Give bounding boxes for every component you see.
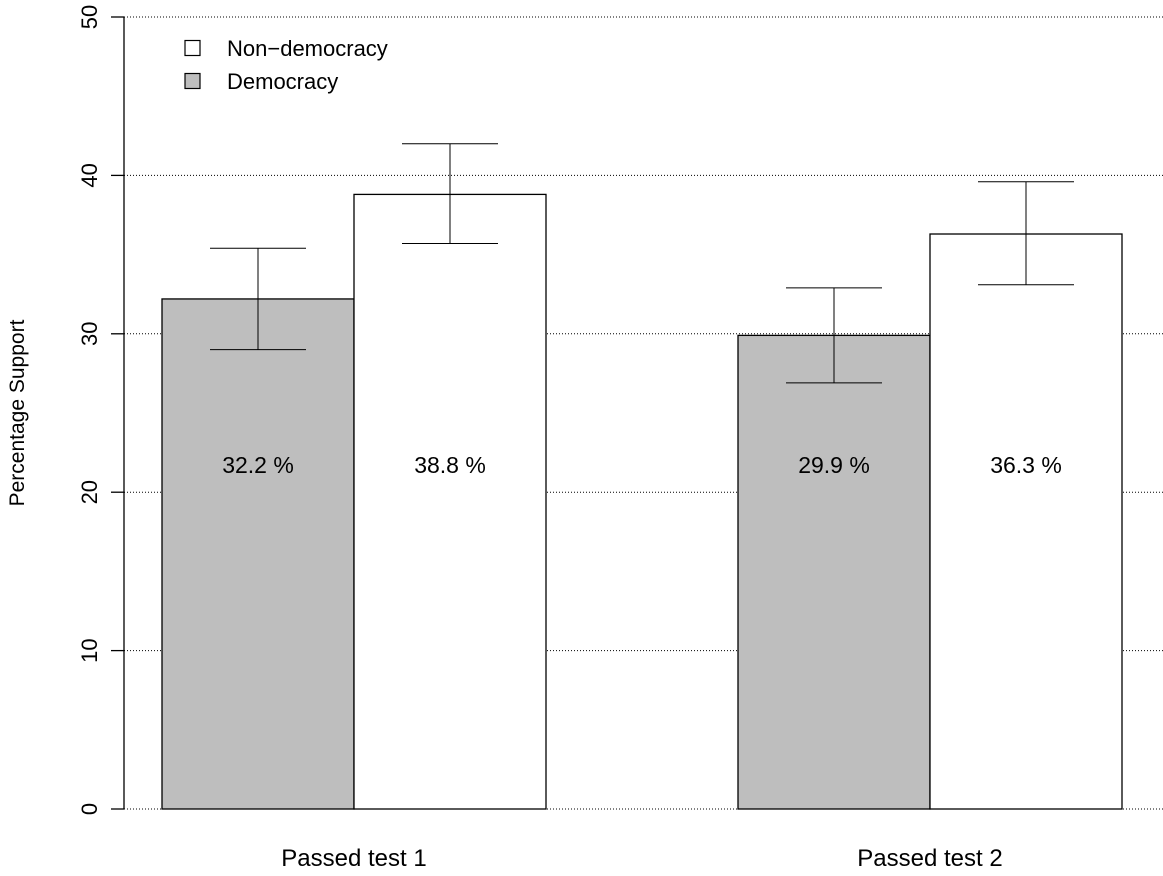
- legend-label: Democracy: [227, 69, 338, 94]
- y-axis: 0 10 20 30 40 50: [77, 5, 125, 815]
- bar: [353, 193, 547, 810]
- data-label: 36.3 %: [990, 452, 1062, 478]
- x-tick-label: Passed test 1: [281, 845, 426, 871]
- bar: [161, 298, 355, 810]
- y-axis-label: Percentage Support: [6, 319, 29, 506]
- x-tick-label: Passed test 2: [857, 845, 1002, 871]
- bar: [929, 233, 1123, 810]
- labels: 32.2 % 38.8 % Passed test 1 29.9 % 36.3 % Pas…: [222, 452, 1062, 872]
- error-bars: [210, 143, 1074, 384]
- y-tick-label: 50: [77, 5, 102, 29]
- data-label: 38.8 %: [414, 452, 486, 478]
- data-label: 32.2 %: [222, 452, 294, 478]
- bars: [161, 193, 1123, 810]
- y-tick-label: 10: [77, 638, 102, 662]
- y-tick-label: 30: [77, 322, 102, 346]
- legend: Non−democracy Democracy: [184, 36, 388, 94]
- y-tick-label: 0: [77, 803, 102, 815]
- y-tick-label: 40: [77, 163, 102, 187]
- gridlines: [124, 16, 1163, 810]
- data-label: 29.9 %: [798, 452, 870, 478]
- bar: [737, 334, 931, 810]
- legend-swatch: [184, 39, 201, 57]
- y-tick-label: 20: [77, 480, 102, 504]
- legend-label: Non−democracy: [227, 36, 388, 61]
- legend-swatch: [184, 72, 201, 90]
